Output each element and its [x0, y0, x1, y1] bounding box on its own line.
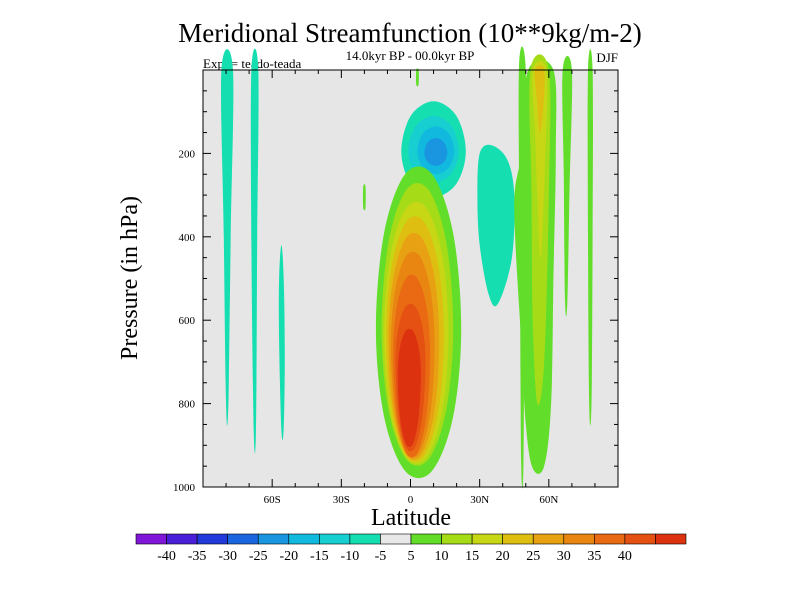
- colorbar-label: -30: [218, 549, 237, 564]
- southern-strip-1: [220, 49, 234, 426]
- colorbar-label: -15: [310, 549, 329, 564]
- colorbar-swatch: [166, 533, 198, 545]
- southern-strip-3: [278, 245, 285, 441]
- colorbar-label: 30: [557, 549, 571, 564]
- southern-strip-2: [250, 48, 259, 454]
- x-tick-label: 30S: [333, 494, 350, 506]
- y-tick-label: 1000: [173, 482, 196, 494]
- chart-subtitle: 14.0kyr BP - 00.0kyr BP: [346, 48, 475, 63]
- colorbar-label: -20: [279, 549, 298, 564]
- colorbar-label: -10: [341, 549, 360, 564]
- x-tick-label: 60N: [539, 494, 558, 506]
- x-axis-label: Latitude: [371, 505, 451, 531]
- x-tick-label: 60S: [264, 494, 281, 506]
- colorbar-swatch: [441, 533, 473, 545]
- colorbar-swatch: [594, 533, 626, 545]
- northern-negative-band: [477, 144, 515, 307]
- colorbar-label: 40: [618, 549, 632, 564]
- y-tick-label: 400: [179, 232, 196, 244]
- colorbar-swatch: [257, 533, 290, 545]
- colorbar-swatch: [288, 533, 320, 545]
- plot-area: 60S 30S 0 30N 60N 200 400 600 800 1000: [173, 46, 619, 506]
- colorbar-label: 15: [465, 549, 479, 564]
- x-tick-label: 30N: [470, 494, 489, 506]
- colorbar-swatch: [380, 533, 412, 545]
- northern-positive-band-2: [532, 60, 548, 259]
- northern-strip-2: [562, 55, 573, 317]
- contour-fills: [220, 46, 594, 489]
- season-label: DJF: [596, 50, 618, 65]
- colorbar-swatch: [227, 533, 259, 545]
- colorbar-label: -40: [157, 549, 176, 564]
- tiny-contour-a: [362, 184, 366, 211]
- y-tick-label: 600: [179, 315, 196, 327]
- upper-negative-cell-3: [424, 138, 448, 166]
- colorbar-label: -5: [375, 549, 387, 564]
- colorbar-label: 20: [496, 549, 510, 564]
- y-tick-label: 200: [179, 148, 196, 160]
- colorbar-swatch: [532, 533, 565, 545]
- colorbar-swatch: [624, 533, 656, 545]
- colorbar-swatch: [135, 533, 167, 545]
- colorbar-label: -25: [249, 549, 268, 564]
- x-tick-label: 0: [408, 494, 414, 506]
- colorbar-swatch: [410, 533, 442, 545]
- y-axis-label: Pressure (in hPa): [117, 196, 143, 360]
- northern-positive-band-3: [534, 65, 545, 133]
- colorbar-swatch: [319, 533, 351, 545]
- colorbar-label: -35: [188, 549, 207, 564]
- colorbar-swatch: [349, 533, 381, 545]
- colorbar-swatch: [655, 533, 687, 545]
- colorbar-label: 25: [526, 549, 540, 564]
- colorbar-swatch: [196, 533, 228, 545]
- colorbar-swatch: [471, 533, 503, 545]
- colorbar-label: 5: [408, 549, 415, 564]
- colorbar-swatch: [502, 533, 534, 545]
- colorbar-label: 10: [435, 549, 449, 564]
- tiny-contour-b: [416, 68, 419, 87]
- y-tick-label: 800: [179, 399, 196, 411]
- colorbar-label: 35: [587, 549, 601, 564]
- colorbar: -40 -35 -30 -25 -20 -15 -10 -5 5 10 15 20 25 30 35 40: [135, 533, 687, 564]
- tropical-cell-8: [397, 328, 421, 448]
- axis-ticks: 60S 30S 0 30N 60N 200 400 600 800 1000: [173, 70, 618, 506]
- northern-strip-3: [587, 49, 594, 426]
- chart-title: Meridional Streamfunction (10**9kg/m-2): [178, 18, 641, 48]
- colorbar-swatch: [563, 533, 595, 545]
